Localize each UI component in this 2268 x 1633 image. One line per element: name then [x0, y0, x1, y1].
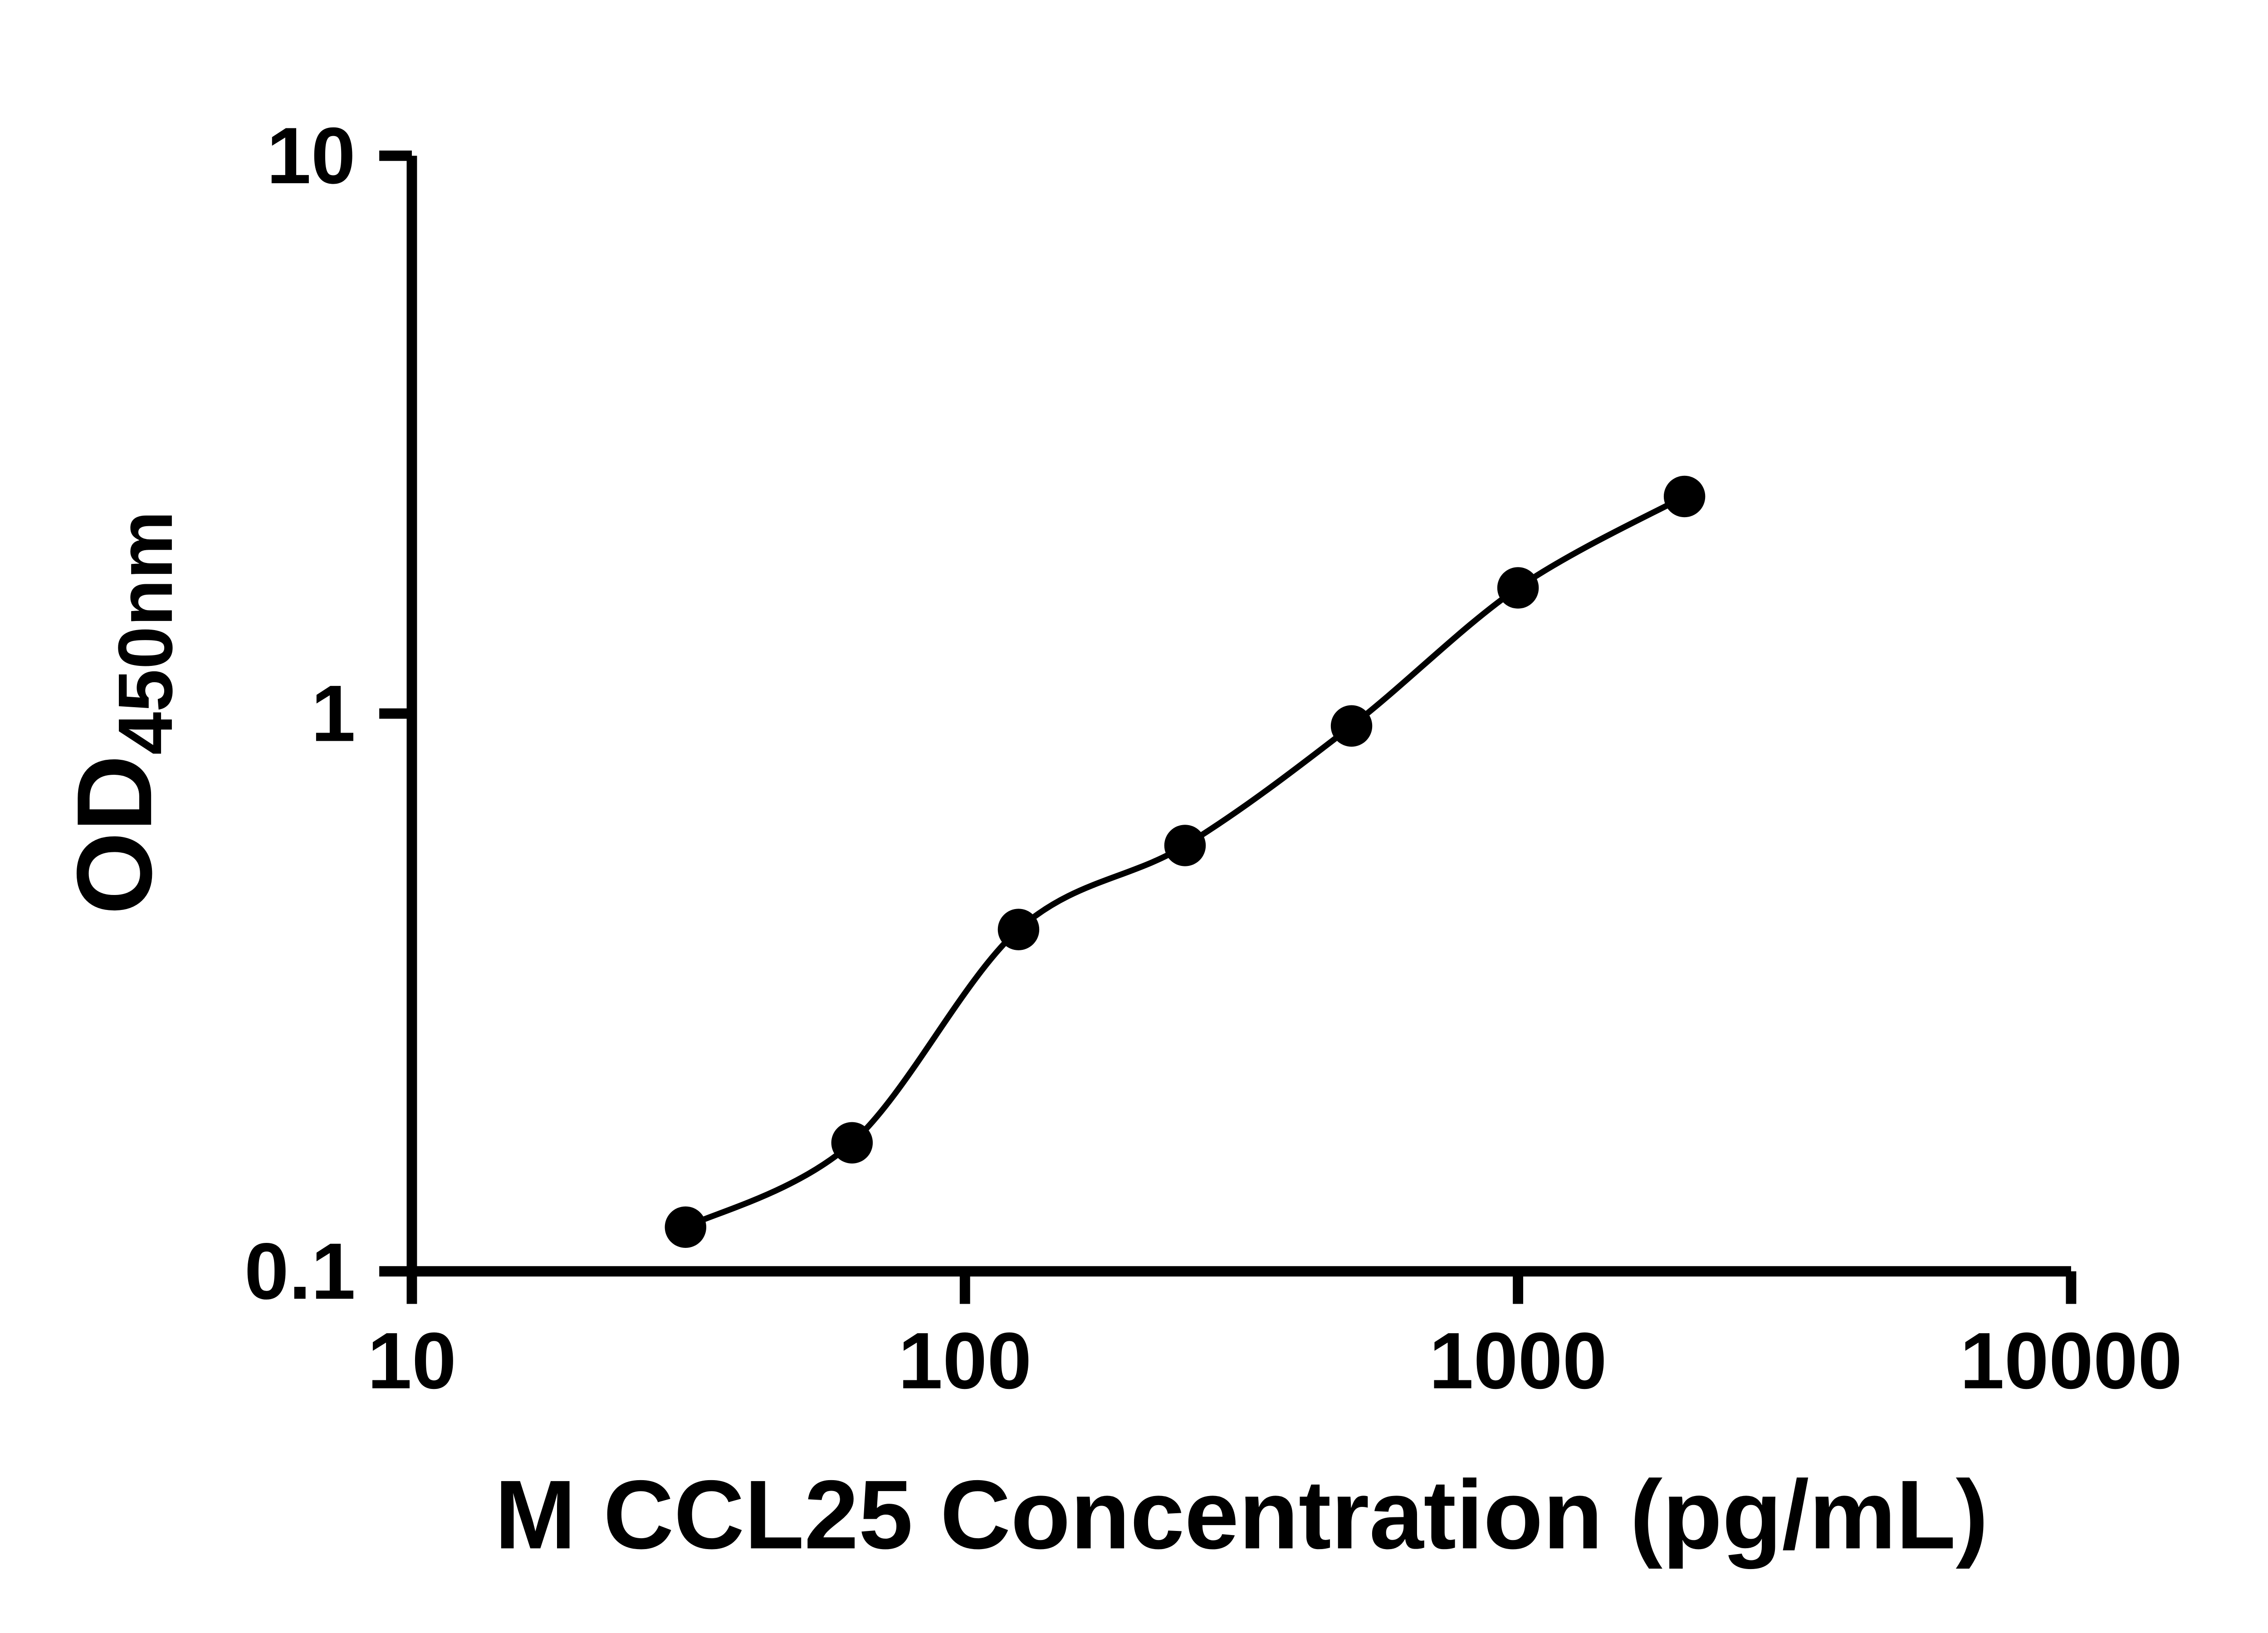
data-point: [665, 1206, 707, 1248]
x-tick-label: 100: [898, 1316, 1031, 1406]
data-point: [831, 1122, 873, 1164]
x-tick-label: 1000: [1429, 1316, 1607, 1406]
plot-layer: 10 100 1000 10000 0.1 1 10: [244, 111, 2182, 1406]
data-point: [1164, 825, 1206, 866]
data-point: [1497, 567, 1539, 609]
x-axis-title: M CCL25 Concentration (pg/mL): [494, 1460, 1988, 1569]
y-axis-title-subscript: 450nm: [102, 511, 188, 755]
axis-spine: [406, 156, 2071, 1277]
data-point: [1330, 705, 1373, 747]
data-point: [1663, 475, 1706, 518]
data-point: [997, 909, 1040, 950]
y-axis-title: OD450nm: [54, 511, 188, 915]
y-tick-label: 10: [267, 111, 356, 200]
x-tick-label: 10000: [1960, 1316, 2182, 1406]
y-axis-title-main: OD: [54, 755, 174, 915]
x-tick-label: 10: [367, 1316, 456, 1406]
y-tick-label: 1: [311, 669, 356, 758]
y-tick-label: 0.1: [244, 1227, 356, 1316]
